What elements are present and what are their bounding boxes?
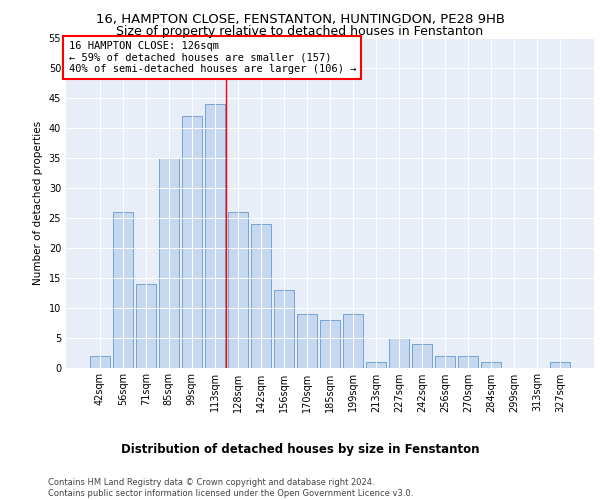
Text: Contains HM Land Registry data © Crown copyright and database right 2024.
Contai: Contains HM Land Registry data © Crown c…: [48, 478, 413, 498]
Bar: [436, 356, 455, 368]
Y-axis label: Number of detached properties: Number of detached properties: [33, 120, 43, 284]
Bar: [205, 104, 224, 368]
Bar: [136, 284, 155, 368]
Text: Size of property relative to detached houses in Fenstanton: Size of property relative to detached ho…: [116, 25, 484, 38]
Bar: [458, 356, 478, 368]
Bar: [366, 362, 386, 368]
Text: 16, HAMPTON CLOSE, FENSTANTON, HUNTINGDON, PE28 9HB: 16, HAMPTON CLOSE, FENSTANTON, HUNTINGDO…: [95, 12, 505, 26]
Bar: [412, 344, 432, 367]
Bar: [550, 362, 570, 368]
Bar: [113, 212, 133, 368]
Bar: [182, 116, 202, 368]
Text: 16 HAMPTON CLOSE: 126sqm
← 59% of detached houses are smaller (157)
40% of semi-: 16 HAMPTON CLOSE: 126sqm ← 59% of detach…: [68, 41, 356, 74]
Bar: [481, 362, 501, 368]
Bar: [159, 158, 179, 368]
Bar: [228, 212, 248, 368]
Bar: [297, 314, 317, 368]
Bar: [320, 320, 340, 368]
Bar: [251, 224, 271, 368]
Bar: [389, 338, 409, 368]
Bar: [90, 356, 110, 368]
Text: Distribution of detached houses by size in Fenstanton: Distribution of detached houses by size …: [121, 442, 479, 456]
Bar: [274, 290, 294, 368]
Bar: [343, 314, 363, 368]
